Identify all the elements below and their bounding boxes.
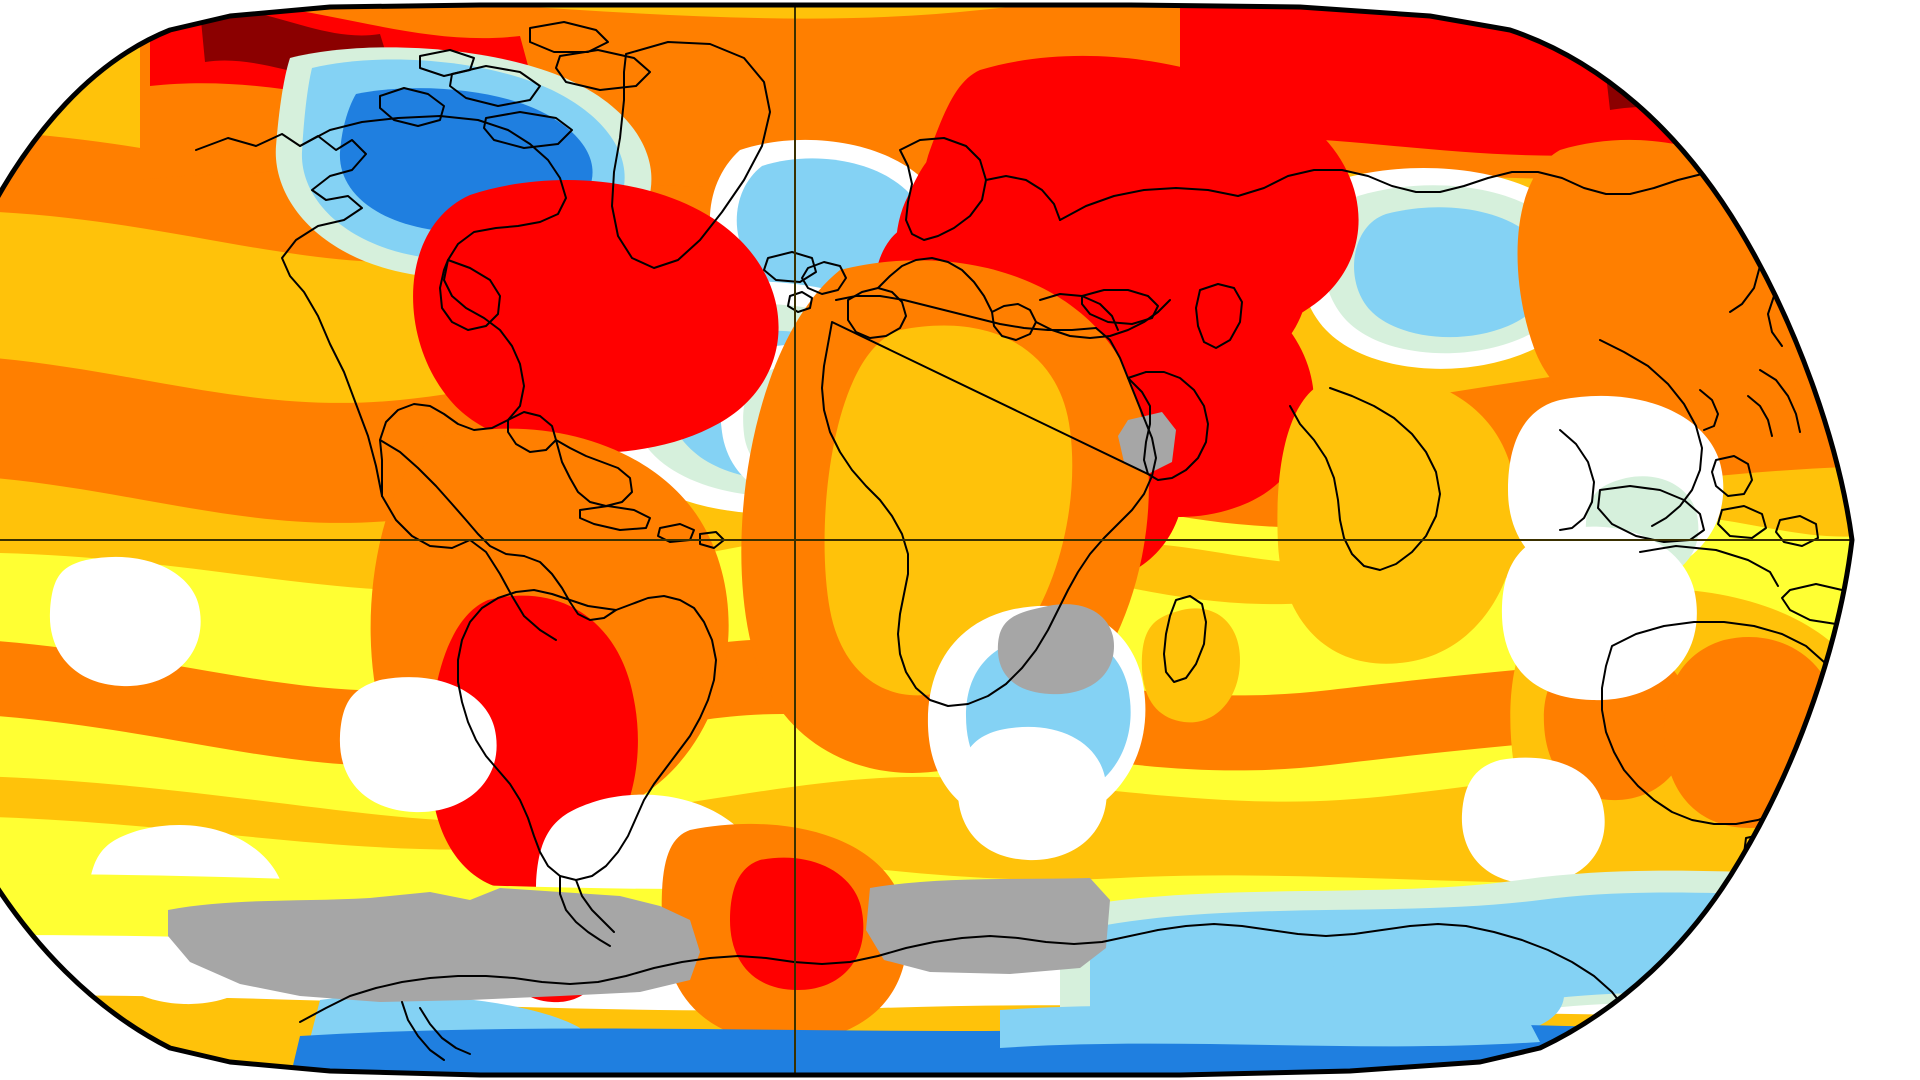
anomaly-central-asia-cold xyxy=(1298,167,1593,369)
map-outline-frame xyxy=(0,2,1855,1078)
anomaly-no-data-regions xyxy=(168,412,1176,1002)
coastlines-layer xyxy=(195,21,1852,1061)
